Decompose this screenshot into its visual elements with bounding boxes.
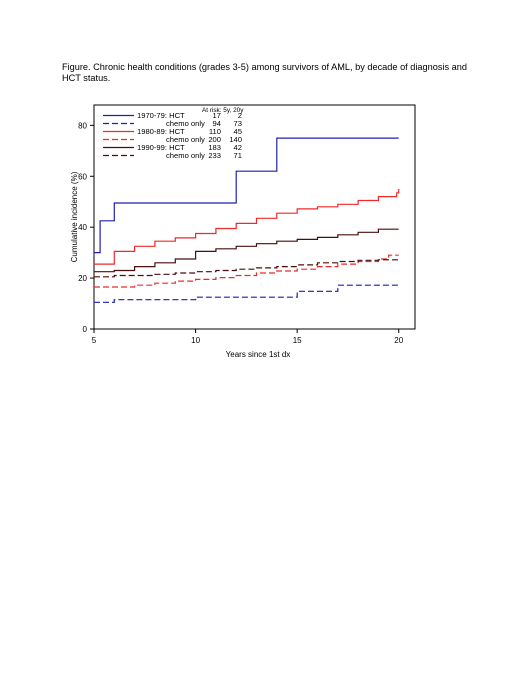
y-tick-label: 0 [83,325,88,334]
plot-frame [93,104,416,330]
y-tick-label: 40 [78,223,87,232]
legend-label: chemo only [166,151,205,160]
x-tick-label: 15 [293,336,302,345]
series-line-4 [94,254,399,288]
x-tick-label: 10 [191,336,200,345]
legend-risk-5y: 183 [208,143,221,152]
y-axis-label: Cumulative incidence (%) [70,171,79,262]
legend-risk-5y: 233 [208,151,221,160]
y-tick-label: 80 [78,121,87,130]
legend: At risk: 5y, 20y 1970-79: HCT 17 2 chemo on… [103,107,244,160]
legend-risk-5y: 17 [213,111,221,120]
series-line-1 [94,137,399,254]
legend-label: 1970-79: HCT [137,111,185,120]
legend-risk-20y: 45 [234,127,242,136]
legend-header: At risk: 5y, 20y [202,107,244,114]
legend-risk-5y: 94 [213,119,221,128]
figure-caption: Figure. Chronic health conditions (grade… [62,62,467,83]
y-axis: 0 20 40 60 80 [78,121,94,334]
series-line-5 [94,228,399,273]
series-line-6 [94,259,399,278]
y-tick-label: 20 [78,274,87,283]
legend-label: 1980-89: HCT [137,127,185,136]
legend-risk-20y: 140 [229,135,242,144]
legend-label: chemo only [166,119,205,128]
legend-risk-20y: 2 [238,111,242,120]
legend-risk-20y: 42 [234,143,242,152]
legend-label: 1990-99: HCT [137,143,185,152]
y-tick-label: 60 [78,172,87,181]
series-group [94,137,400,303]
x-axis: 5 10 15 20 [92,329,404,345]
legend-risk-20y: 73 [234,119,242,128]
x-axis-label: Years since 1st dx [226,350,291,359]
series-line-3 [94,189,400,265]
legend-risk-5y: 110 [209,127,221,136]
x-tick-label: 5 [92,336,97,345]
legend-risk-5y: 200 [208,135,221,144]
legend-risk-20y: 71 [234,151,242,160]
series-line-2 [94,284,399,303]
legend-label: chemo only [166,135,205,144]
x-tick-label: 20 [394,336,403,345]
